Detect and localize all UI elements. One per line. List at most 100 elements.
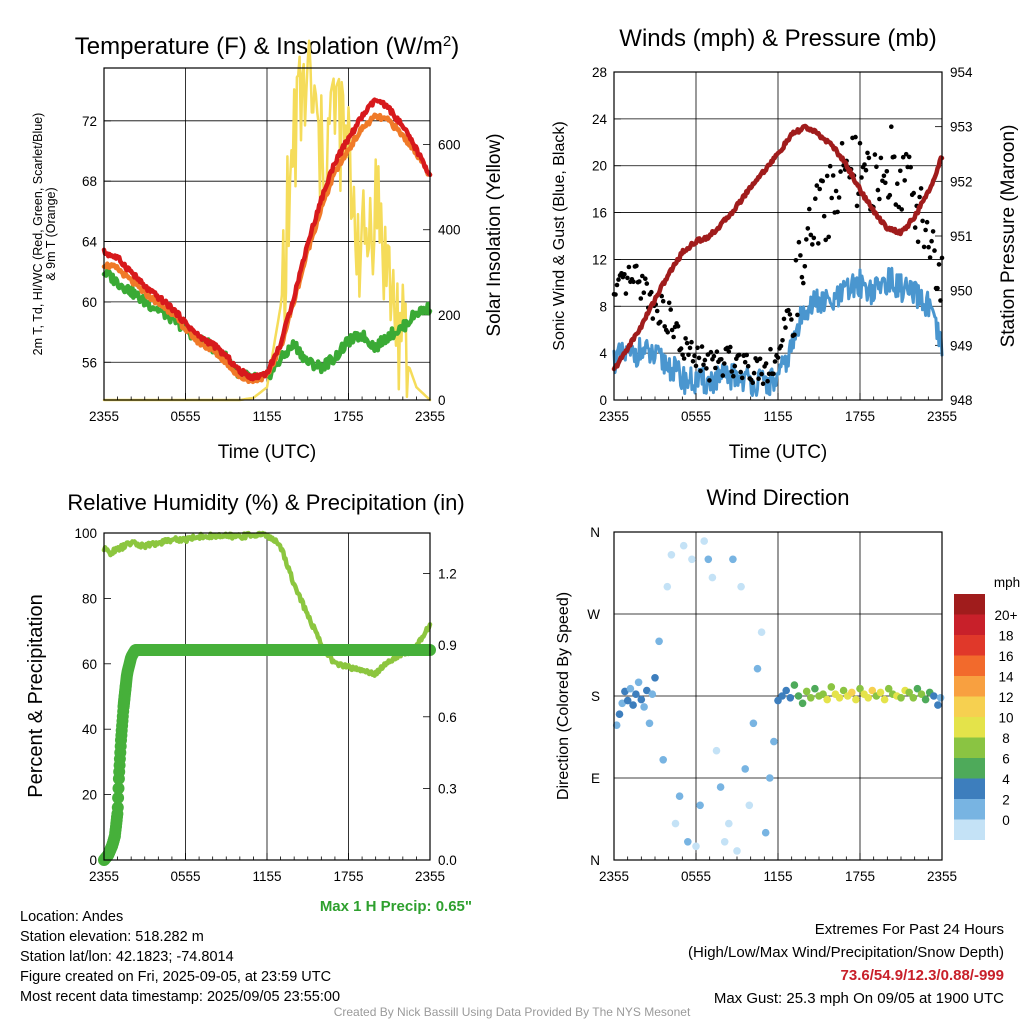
gust-point: [887, 192, 893, 198]
gust-point: [765, 378, 770, 384]
rh-y-tick-label: 80: [82, 591, 97, 606]
sonic-wind-line: [612, 266, 944, 397]
wind-direction-point: [651, 674, 659, 682]
gust-point: [690, 359, 696, 364]
speed-legend-label: 18: [998, 629, 1013, 644]
gust-point: [678, 346, 684, 351]
rh-y2-tick-label: 0.6: [438, 710, 457, 725]
rh-y2-tick-label: 1.2: [438, 567, 457, 582]
temp-y2-tick-label: 200: [438, 308, 461, 323]
wind-direction-point: [679, 541, 688, 550]
gust-point: [915, 239, 921, 245]
wind-direction-point: [766, 774, 774, 782]
wind-direction-point: [930, 692, 938, 700]
wdir-x-tick-label: 1755: [845, 869, 875, 884]
gust-point: [732, 363, 738, 369]
gust-point: [862, 162, 867, 167]
gust-point: [924, 219, 930, 225]
gust-point: [826, 234, 831, 240]
winds-y-tick-label: 12: [592, 252, 607, 267]
gust-point: [675, 324, 681, 329]
speed-legend-label: 20+: [995, 608, 1018, 623]
wind-direction-point: [729, 555, 737, 564]
rh-x-tick-label: 0555: [170, 869, 200, 884]
credit-text: Created By Nick Bassill Using Data Provi…: [333, 1005, 691, 1019]
wind-direction-point: [684, 838, 692, 846]
wind-direction-point: [794, 692, 803, 700]
gust-point: [817, 186, 822, 192]
wind-direction-point: [848, 688, 856, 697]
gust-point: [637, 279, 642, 284]
gust-point: [866, 155, 872, 161]
wind-direction-point: [827, 683, 836, 691]
gust-point: [742, 359, 748, 365]
temp-y-tick-label: 56: [82, 355, 97, 370]
gust-point: [793, 258, 799, 263]
gust-point: [917, 194, 922, 200]
gust-point: [921, 244, 927, 250]
gust-point: [875, 187, 881, 193]
gust-point: [918, 186, 924, 191]
gust-point: [920, 218, 925, 224]
gust-point: [889, 124, 894, 129]
wind-direction-point: [688, 555, 696, 564]
winds-x-tick-label: 1155: [763, 409, 792, 424]
gust-point: [729, 369, 735, 374]
speed-legend-swatch: [954, 676, 985, 697]
wind-direction-point: [741, 765, 749, 773]
wdir-x-tick-label: 2355: [927, 869, 957, 884]
gust-point: [616, 277, 621, 282]
wind-y-axis-label: Sonic Wind & Gust (Blue, Black): [551, 121, 568, 350]
wind-direction-point: [909, 694, 918, 702]
gust-point: [863, 167, 869, 173]
gust-point: [662, 324, 667, 329]
winds-y2-tick-label: 953: [950, 120, 973, 135]
gust-point: [707, 378, 712, 383]
wind-direction-point: [675, 792, 684, 800]
wdir-y-tick-label: N: [590, 525, 600, 540]
rh-y2-tick-label: 0.9: [438, 638, 457, 653]
gust-point: [692, 353, 697, 359]
gust-point: [657, 319, 663, 325]
wdir-y-tick-label: E: [591, 771, 600, 786]
humidity-y-axis-label: Percent & Precipitation: [25, 594, 47, 797]
gust-point: [671, 334, 676, 340]
winds-y2-tick-label: 949: [950, 338, 973, 353]
wind-direction-point: [632, 690, 640, 698]
speed-legend-label: 6: [1002, 752, 1010, 767]
rh-y-tick-label: 0: [89, 853, 97, 868]
gust-point: [660, 298, 666, 304]
gust-point: [625, 275, 630, 281]
gust-point: [759, 371, 764, 377]
speed-legend-label: 10: [998, 711, 1013, 726]
gust-point: [760, 381, 766, 387]
wind-direction-point: [671, 819, 680, 828]
gust-point: [900, 154, 906, 160]
wind-direction-point: [648, 690, 657, 698]
gust-point: [644, 281, 650, 286]
wdir-x-tick-label: 1155: [763, 869, 792, 884]
gust-point: [728, 344, 733, 350]
temperature-2m-line: [101, 97, 433, 382]
rh-x-tick-label: 2355: [415, 869, 445, 884]
temp-x-tick-label: 2355: [415, 409, 445, 424]
wind-direction-point: [712, 746, 721, 755]
precipitation-point: [111, 801, 124, 814]
wind-direction-point: [934, 701, 942, 709]
gust-point: [695, 345, 700, 351]
gust-point: [816, 241, 821, 246]
gust-point: [810, 242, 815, 247]
gust-point: [704, 366, 709, 371]
gust-point: [820, 178, 825, 184]
gust-point: [926, 244, 931, 250]
rh-y-tick-label: 60: [82, 657, 97, 672]
gust-point: [626, 264, 632, 270]
wind-direction-point: [626, 684, 635, 693]
latlon-text: Station lat/lon: 42.1823; -74.8014: [20, 949, 234, 965]
temp-x-tick-label: 0555: [170, 409, 200, 424]
wind-direction-point: [716, 783, 725, 791]
speed-legend-label: 4: [1002, 772, 1010, 787]
gust-point: [744, 352, 749, 358]
precipitation-point: [112, 791, 125, 804]
gust-point: [838, 169, 843, 174]
